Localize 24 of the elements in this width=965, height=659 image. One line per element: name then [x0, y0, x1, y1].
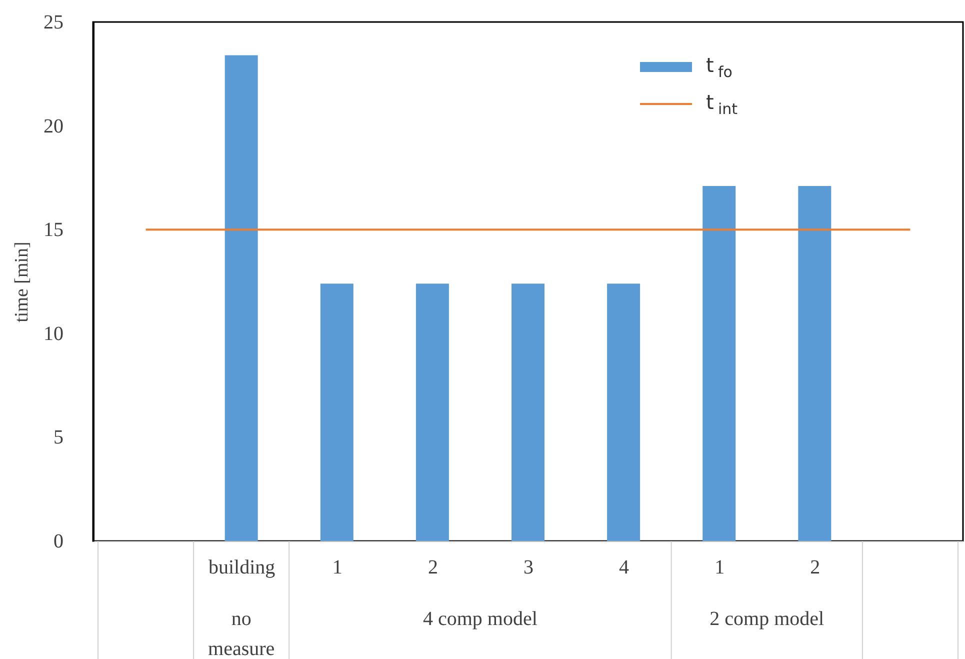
bar: [512, 284, 544, 541]
x-tick-label: building: [208, 556, 276, 578]
x-tick-label: 1: [714, 556, 725, 578]
bar: [798, 186, 832, 541]
text: 2 comp model: [710, 608, 825, 630]
y-tick-label: 25: [44, 12, 64, 34]
x-tick-label: 3: [524, 556, 534, 578]
x-tick-label: 1: [332, 556, 342, 578]
y-tick-label: 0: [54, 530, 64, 552]
bar: [702, 186, 736, 541]
y-tick-label: 5: [54, 426, 64, 449]
text: no measure: [208, 608, 275, 659]
bar: [416, 284, 449, 541]
y-tick-label: 10: [44, 322, 64, 345]
x-tick-label: 4: [619, 556, 630, 578]
bar: [607, 284, 640, 541]
y-tick-label: 20: [44, 115, 64, 138]
x-tick-label: 2: [810, 556, 820, 578]
text: 4 comp model: [423, 608, 538, 630]
bar: [224, 55, 258, 541]
y-axis-title: time [min]: [12, 242, 32, 322]
y-tick-label: 15: [44, 219, 64, 242]
bar: [320, 284, 354, 541]
x-tick-label: 2: [428, 556, 438, 578]
